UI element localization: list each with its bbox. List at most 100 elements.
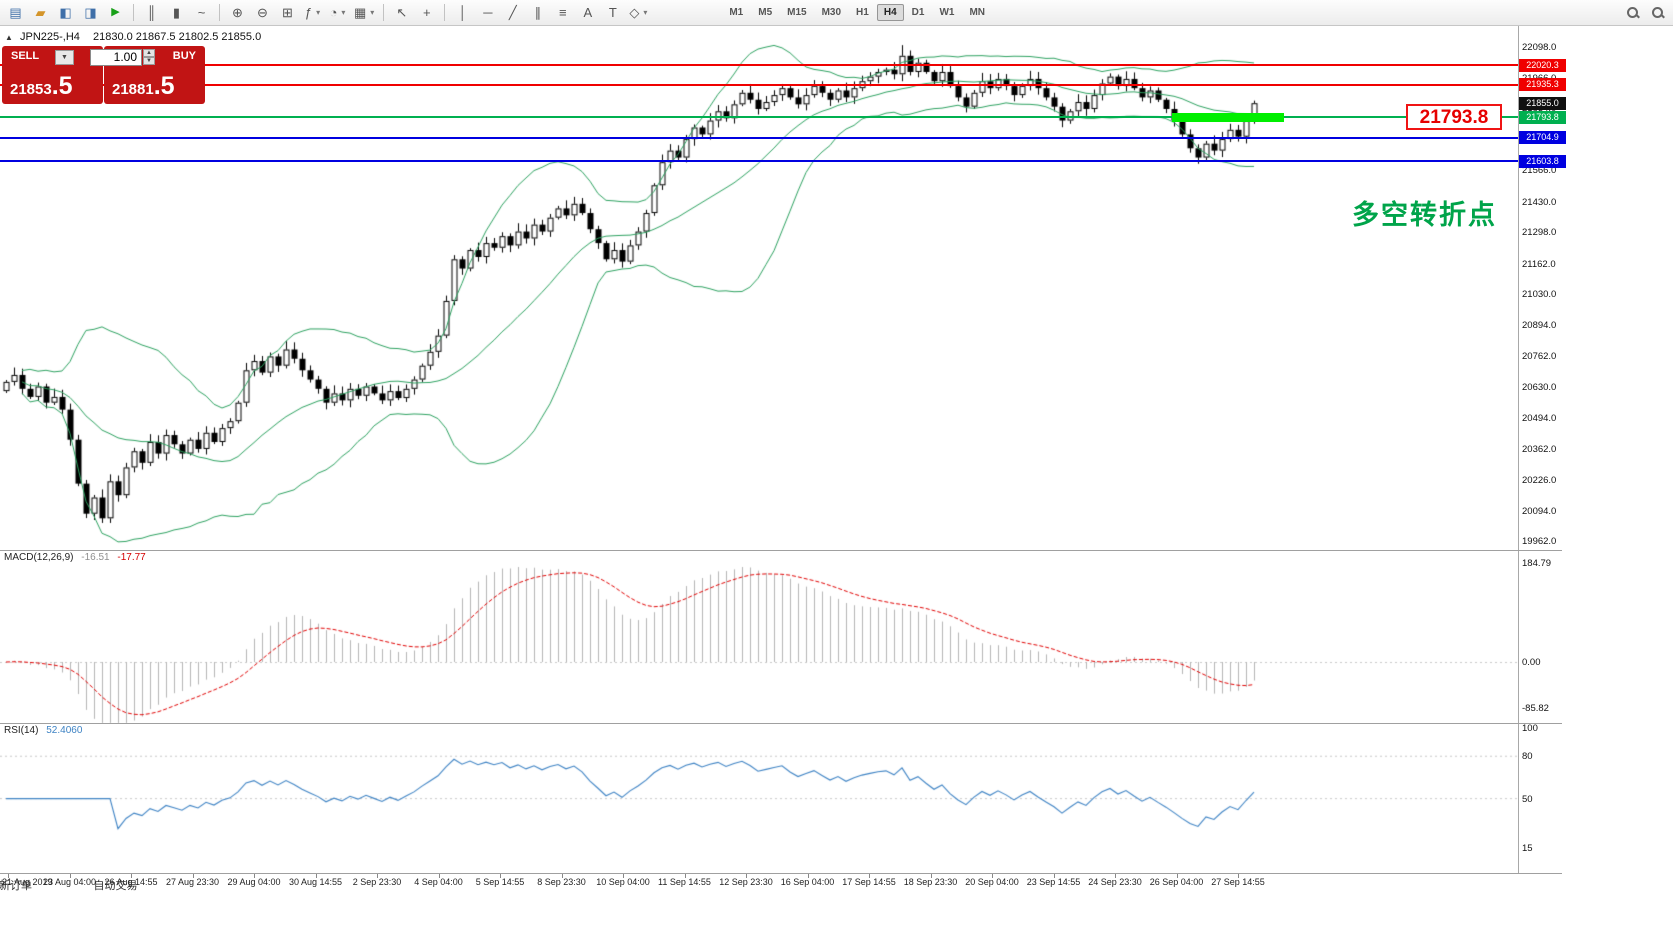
- timeframe-h1-button[interactable]: H1: [856, 7, 869, 18]
- rsi-panel-separator[interactable]: [0, 723, 1562, 724]
- fibonacci-icon: ≡: [559, 5, 567, 20]
- templates-button[interactable]: ▦ ▾: [351, 2, 377, 23]
- autotrading-button[interactable]: ▶ 自动交易: [94, 2, 138, 893]
- buy-label: BUY: [172, 50, 196, 62]
- hline-21793.8[interactable]: [0, 116, 1518, 119]
- timeframe-d1-button[interactable]: D1: [911, 7, 925, 18]
- price-chart-canvas[interactable]: [0, 26, 1518, 874]
- volume-stepper: ▲ ▼: [143, 49, 155, 65]
- timeframe-m30-button[interactable]: M30: [821, 7, 842, 18]
- chart-ohlc-values: 21830.0 21867.5 21802.5 21855.0: [92, 31, 262, 43]
- timeframe-m15-button[interactable]: M15: [787, 7, 807, 18]
- rsi-indicator-label: RSI(14) 52.4060: [4, 725, 82, 736]
- macd-value-1: -16.51: [81, 552, 110, 563]
- timeframe-w1-button[interactable]: W1: [939, 7, 955, 18]
- chart-header: ▲ JPN225-,H4 21830.0 21867.5 21802.5 218…: [5, 31, 261, 43]
- price-axis-label: 21430.0: [1522, 196, 1557, 208]
- time-axis-label: 16 Sep 04:00: [780, 877, 835, 887]
- time-axis-tick: [807, 874, 809, 878]
- time-axis-tick: [438, 874, 440, 878]
- cursor-button[interactable]: ↖: [390, 2, 413, 23]
- text-label-button[interactable]: T: [601, 2, 624, 23]
- price-axis-label: 22098.0: [1522, 42, 1557, 53]
- profiles-button[interactable]: ▰: [29, 2, 52, 23]
- time-axis-label: 10 Sep 04:00: [596, 877, 650, 887]
- shapes-button[interactable]: ◇ ▾: [626, 2, 650, 23]
- sell-label: SELL: [11, 50, 40, 62]
- one-click-collapse-toggle[interactable]: ▲: [5, 33, 13, 42]
- sell-price: 21853.5: [10, 72, 73, 101]
- rsi-axis-label: 100: [1522, 723, 1538, 734]
- horizontal-line-button[interactable]: ─: [476, 2, 499, 23]
- volume-value: 1.00: [113, 50, 137, 64]
- zoom-out-icon: ⊖: [257, 5, 268, 20]
- rsi-axis-label: 80: [1522, 751, 1533, 763]
- channel-button[interactable]: ∥: [526, 2, 549, 23]
- search-button[interactable]: [1621, 2, 1644, 23]
- time-axis-tick: [315, 874, 317, 878]
- price-axis-label: 21966.0: [1522, 73, 1556, 84]
- time-axis-label: 29 Aug 04:00: [227, 877, 281, 887]
- indicators-button[interactable]: ƒ ▾: [301, 2, 324, 23]
- highlight-segment[interactable]: [1172, 112, 1284, 122]
- chevron-down-icon: ▾: [316, 8, 321, 17]
- time-axis-label: 11 Sep 14:55: [658, 877, 711, 887]
- sell-price-fraction: .5: [51, 72, 73, 100]
- autotrading-label: 自动交易: [93, 880, 138, 892]
- text-button[interactable]: A: [576, 2, 599, 23]
- rsi-value: 52.4060: [46, 725, 83, 736]
- time-axis-tick: [500, 874, 501, 878]
- time-axis-label: 27 Aug 23:30: [165, 877, 220, 887]
- macd-panel-separator[interactable]: [0, 550, 1562, 551]
- periods-button[interactable]: ◔ ▾: [326, 2, 349, 23]
- line-chart-button[interactable]: ~: [190, 2, 213, 23]
- hline-21935.3[interactable]: [0, 83, 1518, 86]
- timeframe-toolbar: M1 M5 M15 M30 H1 H4 D1 W1 MN: [722, 4, 992, 21]
- crosshair-icon: +: [423, 5, 431, 20]
- toolbar-separator: [444, 4, 446, 21]
- time-axis-tick: [746, 874, 747, 878]
- quick-search-button[interactable]: [1646, 2, 1669, 23]
- macd-name: MACD(12,26,9): [4, 552, 74, 563]
- sell-price-main: 21853: [10, 81, 52, 98]
- price-axis-border: [1518, 26, 1519, 874]
- hline-21603.8[interactable]: [0, 160, 1518, 163]
- shapes-icon: ◇: [629, 5, 640, 20]
- timeframe-m5-button[interactable]: M5: [758, 7, 773, 18]
- timeframe-h4-button[interactable]: H4: [876, 4, 904, 21]
- rsi-axis-label: 50: [1522, 793, 1533, 805]
- time-axis-tick: [930, 874, 932, 878]
- data-window-button[interactable]: ◨: [79, 2, 102, 23]
- volume-up-button[interactable]: ▲: [143, 49, 155, 57]
- price-callout-21793.8[interactable]: 21793.8: [1406, 104, 1502, 130]
- time-axis-label: 27 Sep 14:55: [1211, 877, 1265, 887]
- bar-chart-button[interactable]: ║: [140, 2, 163, 23]
- vertical-line-button[interactable]: │: [451, 2, 474, 23]
- time-axis-label: 26 Aug 14:55: [104, 877, 158, 887]
- autotrading-play-icon: ▶: [111, 6, 120, 18]
- timeframe-mn-button[interactable]: MN: [969, 7, 985, 18]
- crosshair-button[interactable]: +: [415, 2, 438, 23]
- candlestick-chart-button[interactable]: ▮: [165, 2, 188, 23]
- fibonacci-button[interactable]: ≡: [551, 2, 574, 23]
- timeframe-m1-button[interactable]: M1: [729, 7, 744, 18]
- time-axis-tick: [684, 874, 686, 878]
- tile-windows-button[interactable]: ⊞: [276, 2, 299, 23]
- price-axis-label: 21298.0: [1522, 227, 1557, 238]
- templates-icon: ▦: [354, 5, 367, 20]
- time-axis-tick: [1115, 874, 1116, 878]
- new-order-icon: ▤: [9, 5, 22, 20]
- sell-button[interactable]: SELL 21853.5: [2, 46, 103, 104]
- volume-input[interactable]: 1.00: [90, 49, 142, 66]
- time-axis-tick: [1176, 874, 1178, 878]
- new-order-button[interactable]: ▤ 新订单: [0, 2, 32, 892]
- hline-22020.3[interactable]: [0, 64, 1518, 66]
- hline-21704.9[interactable]: [0, 136, 1518, 139]
- zoom-in-button[interactable]: ⊕: [226, 2, 249, 23]
- zoom-out-button[interactable]: ⊖: [251, 2, 274, 23]
- volume-down-button[interactable]: ▼: [143, 57, 155, 65]
- bull-bear-turning-point-annotation[interactable]: 多空转折点: [1352, 200, 1497, 230]
- trendline-button[interactable]: ╱: [501, 2, 524, 23]
- volume-preset-dropdown[interactable]: ▼: [55, 50, 74, 65]
- market-watch-button[interactable]: ◧: [54, 2, 77, 23]
